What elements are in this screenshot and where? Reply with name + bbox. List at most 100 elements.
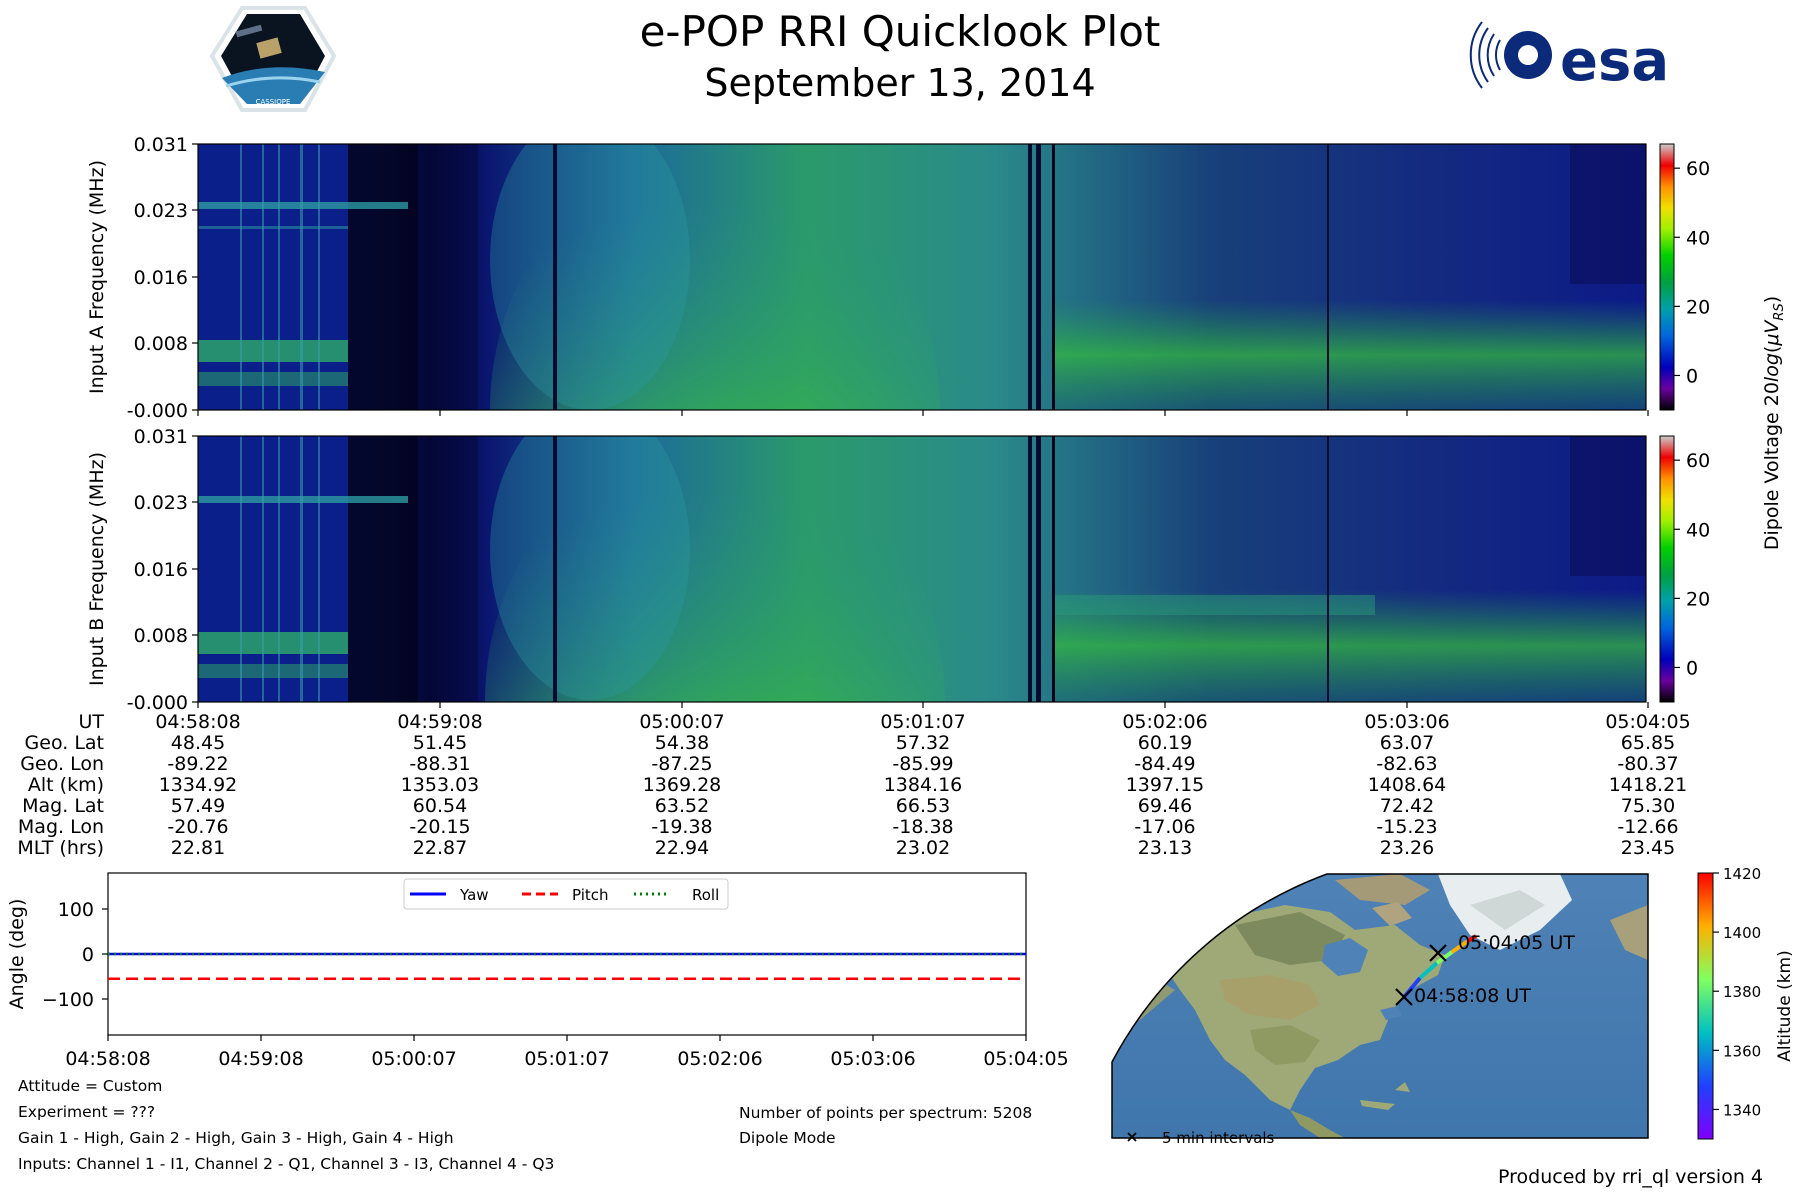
ephemeris-cell: 72.42 — [1379, 795, 1435, 817]
ephemeris-cell: 05:04:05 — [1605, 711, 1691, 733]
legend-roll: Roll — [692, 886, 719, 904]
attitude-xtick-label: 04:59:08 — [218, 1048, 303, 1070]
spectrogram-a — [197, 143, 1647, 411]
ephemeris-cell: 63.52 — [654, 795, 710, 817]
ephemeris-cell: -12.66 — [1617, 816, 1679, 838]
legend-pitch: Pitch — [572, 886, 609, 904]
colorbar-b — [1659, 435, 1675, 703]
colorbar-tick-label: 60 — [1686, 450, 1710, 472]
ephemeris-cell: 54.38 — [654, 732, 710, 754]
ephemeris-cell: -80.37 — [1617, 753, 1679, 775]
map-start-label: 04:58:08 UT — [1414, 985, 1531, 1007]
ephemeris-column-5: 05:03:06 63.07 -82.63 1408.64 72.42 -15.23 23.… — [1332, 712, 1482, 859]
ephemeris-column-3: 05:01:07 57.32 -85.99 1384.16 66.53 -18.38 23.… — [848, 712, 998, 859]
end-marker — [1429, 944, 1447, 962]
ephemeris-cell: 63.07 — [1379, 732, 1435, 754]
ephemeris-cell: 05:00:07 — [639, 711, 725, 733]
info-points: Number of points per spectrum: 5208 — [739, 1104, 1033, 1122]
colorbar-tick-label: 0 — [1686, 657, 1698, 679]
ephemeris-cell: 1334.92 — [158, 774, 238, 796]
ytick-a-4: -0.000 — [127, 400, 188, 422]
ephemeris-cell: 23.26 — [1379, 837, 1435, 859]
ytick-b-4: -0.000 — [127, 692, 188, 714]
ytick-a-3: 0.008 — [134, 333, 188, 355]
ephemeris-cell: 23.13 — [1137, 837, 1193, 859]
ephemeris-cell: -84.49 — [1134, 753, 1196, 775]
colorbar-a — [1659, 143, 1675, 411]
ephemeris-cell: -15.23 — [1376, 816, 1438, 838]
attitude-xtick-label: 05:01:07 — [524, 1048, 609, 1070]
ylabel-b: Input B Frequency (MHz) — [86, 452, 108, 686]
colorbar-tick-label: 0 — [1686, 365, 1698, 387]
ephemeris-cell: -20.76 — [167, 816, 229, 838]
ephemeris-cell: -19.38 — [651, 816, 713, 838]
eph-label-geolat: Geo. Lat — [24, 732, 104, 754]
ephemeris-cell: 60.19 — [1137, 732, 1193, 754]
altitude-tick-label: 1420 — [1723, 865, 1761, 883]
footer-version: Produced by rri_ql version 4 — [1498, 1166, 1763, 1188]
legend-yaw: Yaw — [459, 886, 489, 904]
ytick-b-1: 0.023 — [134, 492, 188, 514]
ephemeris-cell: 1408.64 — [1367, 774, 1447, 796]
colorbar-tick-label: 40 — [1686, 519, 1710, 541]
cassiope-logo: CASSIOPE — [209, 6, 337, 112]
attitude-ytick-label: −100 — [42, 989, 94, 1011]
info-gains: Gain 1 - High, Gain 2 - High, Gain 3 - H… — [18, 1129, 454, 1147]
ephemeris-cell: 22.81 — [170, 837, 226, 859]
attitude-ytick-label: 0 — [82, 944, 94, 966]
info-inputs: Inputs: Channel 1 - I1, Channel 2 - Q1, … — [18, 1155, 555, 1173]
ephemeris-cell: 69.46 — [1137, 795, 1193, 817]
ephemeris-cell: 05:02:06 — [1122, 711, 1208, 733]
ephemeris-cell: 23.02 — [895, 837, 951, 859]
eph-label-maglon: Mag. Lon — [17, 816, 104, 838]
eph-label-mlt: MLT (hrs) — [17, 837, 104, 859]
ephemeris-cell: 04:59:08 — [397, 711, 483, 733]
attitude-xtick-label: 05:04:05 — [983, 1048, 1068, 1070]
colorbar-tick-label: 20 — [1686, 588, 1710, 610]
altitude-tick-label: 1400 — [1723, 924, 1761, 942]
attitude-xtick-label: 05:02:06 — [677, 1048, 762, 1070]
map-legend-text: 5 min intervals — [1162, 1129, 1275, 1147]
ephemeris-column-4: 05:02:06 60.19 -84.49 1397.15 69.46 -17.06 23.… — [1090, 712, 1240, 859]
ephemeris-cell: 65.85 — [1620, 732, 1676, 754]
attitude-legend: Yaw Pitch Roll — [403, 878, 729, 910]
attitude-xtick-label: 05:03:06 — [830, 1048, 915, 1070]
cassiope-logo-text: CASSIOPE — [256, 98, 291, 106]
ephemeris-cell: -85.99 — [892, 753, 954, 775]
ephemeris-cell: 48.45 — [170, 732, 226, 754]
ephemeris-labels: UT Geo. Lat Geo. Lon Alt (km) Mag. Lat M… — [0, 712, 104, 859]
eph-label-geolon: Geo. Lon — [20, 753, 104, 775]
spectrogram-b — [197, 435, 1647, 703]
ephemeris-cell: 75.30 — [1620, 795, 1676, 817]
colorbar-label: Dipole Voltage 20log(μVRS) — [1761, 296, 1787, 550]
attitude-plot: 100 0 −100 04:58:08 04:59:08 05:00:07 05:01:0… — [6, 872, 1069, 1070]
ephemeris-cell: -87.25 — [651, 753, 713, 775]
ephemeris-cell: 1397.15 — [1125, 774, 1205, 796]
ephemeris-cell: 05:03:06 — [1364, 711, 1450, 733]
ytick-b-2: 0.016 — [134, 559, 188, 581]
colorbar-tick-label: 60 — [1686, 158, 1710, 180]
ephemeris-cell: -20.15 — [409, 816, 471, 838]
ephemeris-cell: 05:01:07 — [880, 711, 966, 733]
altitude-colorbar — [1697, 872, 1714, 1140]
ytick-a-1: 0.023 — [134, 200, 188, 222]
attitude-xtick-label: 04:58:08 — [65, 1048, 150, 1070]
plot-date: September 13, 2014 — [704, 61, 1095, 105]
ephemeris-column-0: 04:58:08 48.45 -89.22 1334.92 57.49 -20.76 22.… — [123, 712, 273, 859]
ephemeris-cell: -82.63 — [1376, 753, 1438, 775]
esa-logo-text: esa — [1560, 29, 1669, 94]
ephemeris-cell: 51.45 — [412, 732, 468, 754]
colorbar-tick-label: 40 — [1686, 227, 1710, 249]
ephemeris-cell: 57.49 — [170, 795, 226, 817]
plot-title: e-POP RRI Quicklook Plot — [640, 7, 1161, 56]
ephemeris-cell: 1384.16 — [883, 774, 963, 796]
ephemeris-column-2: 05:00:07 54.38 -87.25 1369.28 63.52 -19.38 22.… — [607, 712, 757, 859]
attitude-xtick-label: 05:00:07 — [371, 1048, 456, 1070]
ephemeris-column-1: 04:59:08 51.45 -88.31 1353.03 60.54 -20.15 22.… — [365, 712, 515, 859]
attitude-ylabel: Angle (deg) — [6, 899, 28, 1010]
attitude-ytick-label: 100 — [58, 899, 94, 921]
ephemeris-cell: -18.38 — [892, 816, 954, 838]
ephemeris-cell: 1353.03 — [400, 774, 480, 796]
ephemeris-cell: 1369.28 — [642, 774, 722, 796]
altitude-tick-label: 1360 — [1723, 1042, 1761, 1060]
